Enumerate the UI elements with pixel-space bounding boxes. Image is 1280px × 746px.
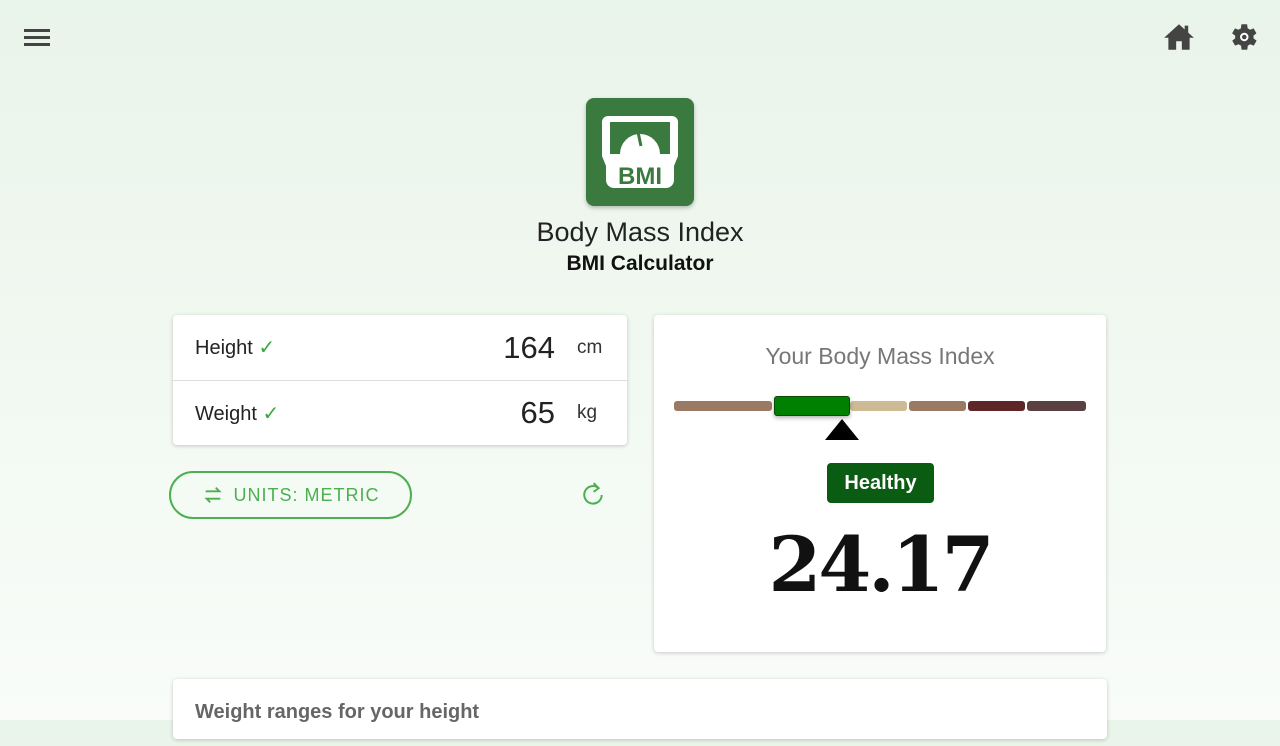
result-card: Your Body Mass Index Healthy 24.17 (654, 315, 1106, 652)
svg-text:BMI: BMI (618, 163, 662, 190)
check-icon: ✓ (258, 337, 276, 359)
weight-row[interactable]: Weight ✓ 65 kg (173, 380, 627, 445)
units-toggle-button[interactable]: UNITS: METRIC (169, 471, 412, 519)
weight-ranges-title: Weight ranges for your height (195, 701, 480, 723)
bmi-scale (674, 396, 1086, 416)
bmi-scale-icon: BMI (602, 116, 678, 190)
app-subtitle: BMI Calculator (566, 252, 714, 275)
home-icon[interactable] (1162, 20, 1196, 54)
scale-segment (674, 401, 772, 411)
pointer-triangle-icon (825, 419, 859, 440)
bmi-value: 24.17 (768, 520, 995, 609)
scale-segment (968, 401, 1025, 411)
refresh-icon[interactable] (578, 480, 608, 510)
gear-icon[interactable] (1226, 20, 1260, 54)
app-title: Body Mass Index (536, 217, 744, 247)
category-badge: Healthy (827, 463, 934, 503)
menu-button[interactable] (24, 26, 50, 48)
swap-icon (203, 487, 222, 503)
weight-input[interactable]: 65 (520, 395, 555, 430)
app-logo: BMI (586, 98, 694, 206)
scale-segment (774, 396, 850, 416)
units-label: UNITS: METRIC (233, 484, 380, 505)
check-icon: ✓ (262, 402, 280, 425)
height-row[interactable]: Height ✓ 164 cm (173, 315, 627, 380)
result-title: Your Body Mass Index (765, 343, 995, 369)
height-input[interactable]: 164 (503, 329, 555, 365)
height-unit: cm (577, 336, 603, 358)
measurements-card: Height ✓ 164 cm Weight ✓ 65 kg (173, 315, 627, 445)
weight-label: Weight ✓ (195, 402, 280, 425)
weight-unit: kg (577, 402, 598, 423)
scale-segment (850, 401, 907, 411)
scale-segment (1027, 401, 1086, 411)
scale-segment (909, 401, 966, 411)
weight-ranges-card: Weight ranges for your height (173, 679, 1107, 739)
height-label: Height ✓ (195, 337, 276, 359)
